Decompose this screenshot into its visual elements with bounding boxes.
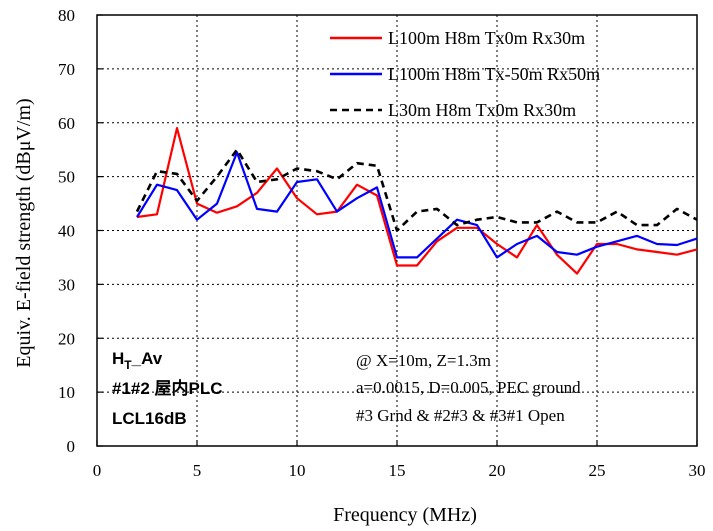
series-line-2 bbox=[136, 151, 698, 259]
series-layer bbox=[135, 127, 698, 275]
series-line-3 bbox=[135, 148, 698, 232]
y-tick-label: 10 bbox=[58, 383, 75, 402]
x-tick-label: 20 bbox=[489, 461, 506, 480]
legend-label-3: L30m H8m Tx0m Rx30m bbox=[388, 100, 576, 120]
x-tick-label: 5 bbox=[193, 461, 202, 480]
series-line-1 bbox=[136, 127, 698, 275]
legend-label-2: L100m H8m Tx-50m Rx50m bbox=[388, 64, 600, 84]
annotation-left-line1: HT_Av bbox=[112, 349, 163, 372]
annotation-right-line2: a=0.0015, D=0.005, PEC ground bbox=[356, 378, 581, 397]
y-axis-label: Equiv. E-field strength (dBμV/m) bbox=[13, 98, 35, 367]
legend: L100m H8m Tx0m Rx30m L100m H8m Tx-50m Rx5… bbox=[330, 28, 600, 120]
y-tick-label: 60 bbox=[58, 114, 75, 133]
x-axis-label: Frequency (MHz) bbox=[333, 504, 477, 526]
y-tick-label: 30 bbox=[58, 275, 75, 294]
annotation-left-line2: #1#2 屋内PLC bbox=[112, 378, 223, 398]
y-tick-label: 40 bbox=[58, 222, 75, 241]
grid-lines bbox=[97, 15, 697, 446]
y-tick-label: 80 bbox=[58, 6, 75, 25]
x-tick-label: 25 bbox=[589, 461, 606, 480]
x-tick-label: 10 bbox=[289, 461, 306, 480]
y-tick-label: 70 bbox=[58, 60, 75, 79]
y-tick-label: 20 bbox=[58, 329, 75, 348]
y-tick-label: 50 bbox=[58, 168, 75, 187]
axis-ticks: 0 5 10 15 20 25 30 0 10 20 30 40 50 60 70 80 bbox=[58, 6, 706, 480]
annotation-right-line3: #3 Grnd & #2#3 & #3#1 Open bbox=[356, 406, 565, 425]
annotation-left-line3: LCL16dB bbox=[112, 409, 187, 428]
annotation-left: HT_Av #1#2 屋内PLC LCL16dB bbox=[112, 349, 223, 428]
y-tick-label: 0 bbox=[67, 437, 76, 456]
annotation-right: @ X=10m, Z=1.3m a=0.0015, D=0.005, PEC g… bbox=[356, 351, 581, 425]
x-tick-label: 30 bbox=[689, 461, 706, 480]
x-tick-label: 0 bbox=[93, 461, 102, 480]
x-tick-label: 15 bbox=[389, 461, 406, 480]
annotation-right-line1: @ X=10m, Z=1.3m bbox=[356, 351, 491, 370]
legend-label-1: L100m H8m Tx0m Rx30m bbox=[388, 28, 585, 48]
